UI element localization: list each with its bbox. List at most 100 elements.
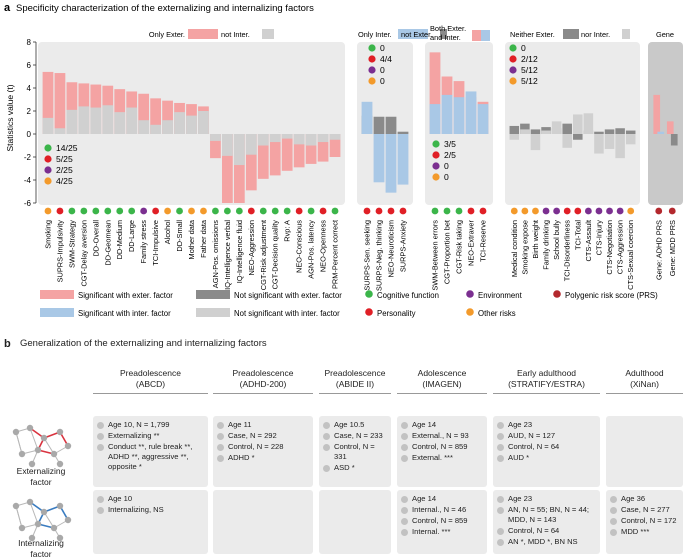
x-tick-label: DD-Small <box>175 220 184 252</box>
count-dot <box>44 155 52 163</box>
bar-exter <box>615 128 625 134</box>
category-marker <box>606 207 613 215</box>
legend-label: Significant with inter. factor <box>78 309 171 318</box>
legend-label: Environment <box>478 291 523 300</box>
x-tick-label: SURPS-Sen. seeking <box>363 220 372 291</box>
bar-inter <box>90 107 102 134</box>
bar-inter <box>441 94 453 134</box>
legend-label: Personality <box>377 309 416 318</box>
internalizing-cell: Age 14 Internal., N = 46 Control, N = 859 I… <box>397 490 487 554</box>
group-header: and Inter. <box>430 33 461 42</box>
x-tick-label: NEO-Aggression <box>247 220 256 275</box>
bullet-dot <box>497 495 504 503</box>
count-text: 2/5 <box>444 150 456 160</box>
result-text: Control, N = 859 <box>412 442 468 451</box>
result-item: Age 14 <box>401 494 483 504</box>
result-text: Control, N = 64 <box>508 526 560 535</box>
bullet-dot <box>217 454 224 462</box>
network-node <box>56 428 64 436</box>
x-tick-label: Mother data <box>187 219 196 259</box>
result-text: ADHD * <box>228 453 255 462</box>
bar-exter <box>573 134 583 140</box>
network-node <box>28 534 36 542</box>
bullet-dot <box>401 421 408 429</box>
result-text: MDD *** <box>621 527 650 536</box>
bar-exter <box>594 131 604 134</box>
bar-inter <box>305 134 317 146</box>
bar-exter <box>317 134 329 162</box>
category-marker <box>479 207 487 215</box>
header-swatch <box>188 29 218 39</box>
result-text: External. *** <box>412 453 453 462</box>
network-node <box>56 502 64 510</box>
bar-inter <box>397 134 409 185</box>
panel-b: b Generalization of the externalizing an… <box>0 338 685 559</box>
bullet-dot <box>497 506 504 514</box>
bar-inter <box>281 134 293 139</box>
category-marker <box>542 207 550 215</box>
result-item: Internal., N = 46 <box>401 505 483 515</box>
bar-inter <box>138 120 150 134</box>
category-marker <box>655 207 663 215</box>
bar-inter <box>269 134 281 143</box>
cohort-label: (STRATIFY/ESTRA) <box>508 379 585 389</box>
count-dot <box>509 44 517 52</box>
column-header: Preadolescence (ABIDE II) <box>319 368 391 394</box>
result-item: ADHD * <box>217 453 309 463</box>
bullet-dot <box>323 421 330 429</box>
bar-exter <box>373 116 385 134</box>
result-item: Age 11 <box>217 420 309 430</box>
bar-inter <box>530 134 541 151</box>
bar-inter <box>78 106 90 134</box>
category-marker <box>532 207 539 215</box>
bar-exter <box>305 134 317 164</box>
x-tick-label: Alcohol <box>163 220 172 245</box>
bar-inter <box>54 128 66 134</box>
bar-inter <box>114 112 126 134</box>
bar-exter <box>269 134 281 176</box>
bar-inter <box>361 101 373 134</box>
cohort-label: (XiNan) <box>630 379 659 389</box>
category-marker <box>668 207 676 215</box>
bar-inter <box>477 104 489 134</box>
cohort-label: (ADHD-200) <box>239 379 287 389</box>
bar-inter <box>317 134 329 143</box>
result-item: Age 10, N = 1,799 <box>97 420 204 430</box>
bar-exter <box>509 125 520 134</box>
bar-inter <box>615 134 625 159</box>
bar-inter <box>329 134 341 140</box>
category-marker <box>584 207 592 215</box>
group-header: Only Inter. <box>358 30 392 39</box>
y-tick-label: 6 <box>27 61 32 70</box>
count-dot <box>432 140 440 148</box>
count-text: 0 <box>380 76 385 86</box>
bullet-dot <box>217 432 224 440</box>
network-node <box>12 428 20 436</box>
category-marker <box>152 207 160 215</box>
x-tick-label: CGT-Delay aversion <box>79 220 88 287</box>
bullet-dot <box>97 443 104 451</box>
bar-inter <box>245 134 257 155</box>
bullet-dot <box>610 506 617 514</box>
column-header: Preadolescence (ABCD) <box>93 368 208 394</box>
result-item: AUD, N = 127 <box>497 431 596 441</box>
bullet-dot <box>610 517 617 525</box>
bar-inter <box>573 114 583 134</box>
bar-exter <box>245 134 257 191</box>
legend-swatch <box>40 308 74 317</box>
network-edge <box>29 427 39 451</box>
legend-label: Other risks <box>478 309 516 318</box>
x-tick-label: IQ-Intelligence fluid <box>235 220 244 283</box>
legend-dot <box>466 308 474 316</box>
category-marker <box>295 207 303 215</box>
bar-exter <box>114 89 126 134</box>
header-swatch <box>563 29 579 39</box>
category-marker <box>467 207 475 215</box>
bar-exter <box>210 134 221 159</box>
category-marker <box>44 207 52 215</box>
bullet-dot <box>401 443 408 451</box>
bar-inter <box>562 134 572 148</box>
externalizing-cell <box>606 416 683 487</box>
legend-label: Cognitive function <box>377 291 439 300</box>
group-background <box>505 42 640 205</box>
